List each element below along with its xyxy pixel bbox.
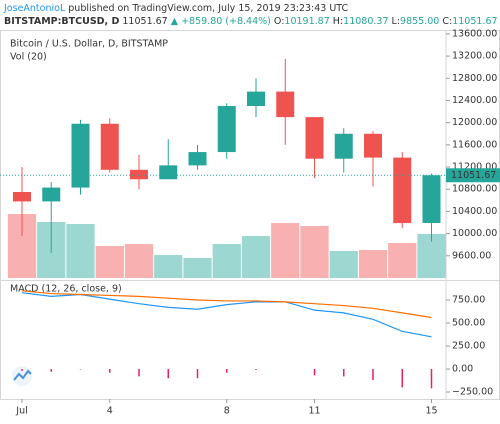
last-price-label: 11051.67 bbox=[451, 170, 496, 181]
volume-title: Vol (20) bbox=[10, 52, 47, 63]
h-value: 11080.37 bbox=[343, 16, 388, 27]
o-label: O: bbox=[274, 16, 285, 27]
candle-body bbox=[276, 91, 295, 118]
y-tick-label: 0.00 bbox=[452, 364, 473, 375]
c-value: 11051.67 bbox=[452, 16, 497, 27]
author[interactable]: JoseAntonioL bbox=[3, 3, 66, 14]
y-tick-label: 12800.00 bbox=[452, 73, 497, 84]
macd-line bbox=[21, 290, 432, 319]
volume-bar bbox=[358, 250, 388, 278]
candle-body bbox=[422, 175, 441, 223]
change: ▲ +859.80 (+8.44%) bbox=[171, 16, 271, 27]
y-tick-label: 10400.00 bbox=[452, 206, 497, 217]
y-tick-label: 10000.00 bbox=[452, 228, 497, 239]
price: 11051.67 bbox=[122, 16, 167, 27]
x-tick-label: 4 bbox=[107, 406, 113, 417]
y-tick-label: 13600.00 bbox=[452, 28, 497, 39]
candle-body bbox=[100, 123, 119, 170]
y-tick-label: 12400.00 bbox=[452, 95, 497, 106]
candle-body bbox=[393, 157, 412, 224]
header-line: BITSTAMP:BTCUSD, D 11051.67 ▲ +859.80 (+… bbox=[4, 16, 498, 27]
y-tick-label: −250.00 bbox=[452, 387, 493, 398]
candle-body bbox=[13, 192, 31, 202]
c-label: C: bbox=[442, 16, 452, 27]
y-tick-label: 11200.00 bbox=[452, 162, 497, 173]
candle-body bbox=[130, 169, 148, 180]
candle-body bbox=[159, 165, 178, 180]
x-tick-label: 15 bbox=[425, 406, 437, 417]
macd-title: MACD (12, 26, close, 9) bbox=[10, 284, 122, 295]
volume-bar bbox=[300, 226, 329, 278]
candle-body bbox=[42, 187, 61, 202]
volume-bar bbox=[66, 224, 95, 278]
candle-body bbox=[334, 133, 353, 159]
x-tick-label: Jul bbox=[15, 406, 27, 417]
l-label: L: bbox=[392, 16, 401, 27]
candle-body bbox=[364, 133, 382, 158]
y-tick-label: 11600.00 bbox=[452, 139, 497, 150]
header-line: JoseAntonioL published on TradingView.co… bbox=[3, 3, 349, 14]
published: published on TradingView.com, July 15, 2… bbox=[68, 3, 348, 14]
candle-body bbox=[188, 152, 207, 166]
y-tick-label: 9600.00 bbox=[452, 250, 491, 261]
o-value: 10191.87 bbox=[284, 16, 329, 27]
l-value: 9855.00 bbox=[400, 16, 439, 27]
candle-body bbox=[305, 117, 324, 159]
macd-line bbox=[21, 292, 432, 338]
last-price-tag bbox=[446, 168, 500, 183]
volume-bar bbox=[95, 246, 124, 278]
volume-bar bbox=[329, 251, 358, 278]
volume-bar bbox=[388, 243, 417, 278]
h-label: H: bbox=[333, 16, 343, 27]
candle-body bbox=[247, 91, 265, 107]
symbol: BITSTAMP:BTCUSD, D bbox=[4, 16, 119, 27]
x-tick-label: 11 bbox=[308, 406, 320, 417]
volume-bar bbox=[271, 223, 300, 278]
x-tick-label: 8 bbox=[224, 406, 230, 417]
y-tick-label: 500.00 bbox=[452, 318, 485, 329]
volume-bar bbox=[124, 244, 154, 278]
volume-bar bbox=[183, 258, 212, 278]
y-tick-label: 250.00 bbox=[452, 341, 485, 352]
y-tick-label: 10800.00 bbox=[452, 184, 497, 195]
volume-bar bbox=[212, 244, 241, 278]
candle-body bbox=[71, 123, 90, 188]
chart-title: Bitcoin / U.S. Dollar, D, BITSTAMP bbox=[10, 39, 168, 50]
y-tick-label: 750.00 bbox=[452, 295, 485, 306]
y-tick-label: 12000.00 bbox=[452, 117, 497, 128]
logo bbox=[12, 366, 32, 386]
header: JoseAntonioL published on TradingView.co… bbox=[3, 3, 498, 27]
y-tick-label: 13200.00 bbox=[452, 51, 497, 62]
volume-bar bbox=[154, 255, 183, 278]
candle-body bbox=[217, 106, 236, 153]
volume-bar bbox=[241, 236, 271, 278]
